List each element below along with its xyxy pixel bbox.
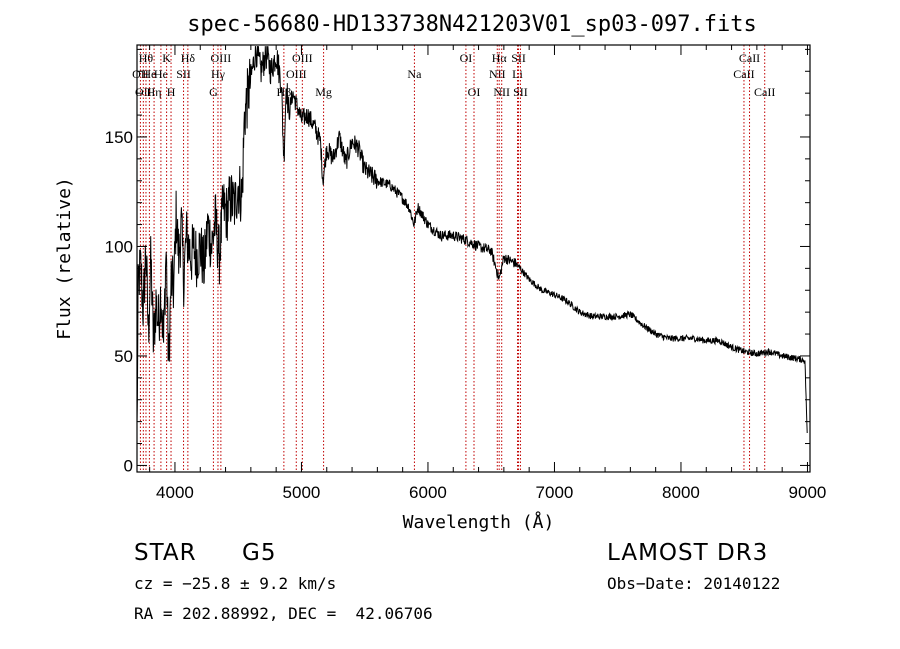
line-marker-label: OII [135, 85, 152, 99]
line-marker-label: He [142, 67, 156, 81]
line-marker-label: OIII [292, 51, 313, 65]
line-marker-label: H [167, 85, 176, 99]
line-marker-label: G [209, 85, 218, 99]
line-marker-label: Mg [315, 85, 332, 99]
axis-ticks: 4000 5000 6000 7000 8000 9000 0 50 100 150 [105, 45, 827, 502]
tick-label: 4000 [156, 483, 194, 502]
line-marker-label: OII [132, 67, 149, 81]
observation-date: Obs−Date: 20140122 [607, 574, 781, 593]
spectral-subclass: G5 [242, 540, 277, 566]
line-marker-label: SII [513, 85, 528, 99]
line-marker-label: Hθ [139, 51, 154, 65]
line-marker-label: Hη [147, 85, 162, 99]
line-marker-label: CaII [733, 67, 754, 81]
line-marker-label: NII [493, 85, 510, 99]
tick-label: 6000 [409, 483, 447, 502]
y-axis-label: Flux (relative) [54, 177, 75, 340]
line-marker-label: CaII [739, 51, 760, 65]
tick-label: 150 [105, 128, 133, 147]
line-marker-label: Hγ [211, 67, 226, 81]
line-marker-label: SII [511, 51, 526, 65]
tick-label: 100 [105, 237, 133, 256]
line-markers: OIIOIIHθHeHηHeKHSIIHδGHγOIIIHβOIIIOIIIMg… [132, 45, 775, 472]
object-class: STAR [134, 540, 197, 566]
survey-name: LAMOST DR3 [607, 540, 769, 566]
line-marker-label: OIII [286, 67, 307, 81]
line-marker-label: OI [460, 51, 473, 65]
line-marker-label: OIII [211, 51, 232, 65]
line-marker-label: Li [512, 67, 523, 81]
plot-frame [136, 44, 811, 473]
line-marker-label: Hβ [276, 85, 291, 99]
redshift-value: cz = −25.8 ± 9.2 km/s [134, 574, 337, 593]
line-marker-label: K [162, 51, 171, 65]
line-marker-label: Hα [492, 51, 508, 65]
tick-label: 8000 [662, 483, 700, 502]
tick-label: 50 [114, 347, 133, 366]
coordinates: RA = 202.88992, DEC = 42.06706 [134, 604, 433, 623]
tick-label: 0 [124, 456, 133, 475]
line-marker-label: CaII [754, 85, 775, 99]
line-marker-label: NII [489, 67, 506, 81]
x-axis-label: Wavelength (Å) [403, 511, 555, 533]
tick-label: 9000 [789, 483, 827, 502]
line-marker-label: He [154, 67, 168, 81]
chart-title: spec-56680-HD133738N421203V01_sp03-097.f… [187, 12, 757, 37]
tick-label: 5000 [283, 483, 321, 502]
line-marker-label: SII [176, 67, 191, 81]
line-marker-label: Na [407, 67, 422, 81]
line-marker-label: Hδ [181, 51, 196, 65]
spectrum-line [136, 45, 808, 434]
tick-label: 7000 [536, 483, 574, 502]
line-marker-label: OI [468, 85, 481, 99]
